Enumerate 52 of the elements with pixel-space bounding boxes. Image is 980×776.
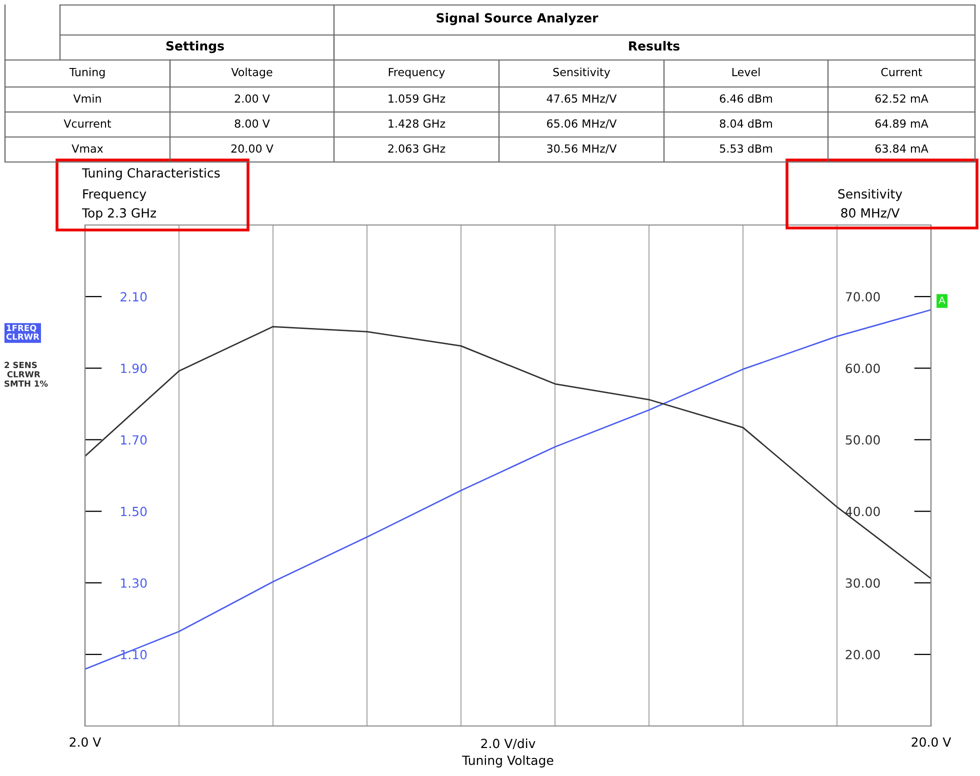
y-tick-label: 1.10 bbox=[121, 650, 147, 660]
line-series bbox=[85, 326, 931, 580]
x-tick-label: 20.0 V bbox=[912, 737, 952, 747]
text: Level bbox=[732, 68, 760, 76]
chart-title: Signal Source Analyzer bbox=[436, 12, 598, 26]
text: Current bbox=[881, 68, 922, 76]
text: 2 SENS CLRWR SMTH 1% bbox=[4, 362, 48, 387]
y2-tick-label: 70.00 bbox=[846, 292, 880, 302]
line-series bbox=[85, 309, 931, 670]
text: Top 2.3 GHz bbox=[82, 208, 156, 220]
text: Tuning Characteristics bbox=[82, 168, 220, 180]
text: 47.65 MHz/V bbox=[546, 94, 617, 104]
x-axis-title: 2.0 V/div Tuning Voltage bbox=[462, 738, 554, 768]
text: 6.46 dBm bbox=[720, 94, 772, 103]
text: Vmax bbox=[72, 144, 104, 153]
y2-tick-label: 20.00 bbox=[846, 650, 880, 660]
text: 1FREQ CLRWR bbox=[6, 324, 40, 340]
text: 2.00 V bbox=[234, 94, 270, 103]
text: Sensitivity bbox=[553, 68, 610, 78]
text: 65.06 MHz/V bbox=[547, 119, 617, 129]
text: 62.52 mA bbox=[875, 94, 928, 103]
text: A bbox=[938, 296, 946, 304]
x-tick-label: 2.0 V bbox=[70, 737, 102, 747]
y2-tick-label: 50.00 bbox=[846, 435, 880, 445]
y2-tick-label: 60.00 bbox=[846, 364, 880, 374]
y-tick-label: 1.50 bbox=[121, 506, 147, 516]
text: 20.00 V bbox=[231, 144, 274, 153]
text: 8.04 dBm bbox=[720, 119, 772, 128]
y2-axis-title: Sensitivity bbox=[838, 188, 902, 202]
text: Tuning bbox=[69, 68, 105, 78]
y2-tick-label: 40.00 bbox=[846, 506, 880, 516]
text: 1.428 GHz bbox=[388, 119, 446, 128]
y-axis-title: Frequency bbox=[83, 189, 146, 202]
text: Vcurrent bbox=[64, 119, 112, 128]
text: 5.53 dBm bbox=[720, 144, 772, 153]
text: 8.00 V bbox=[234, 119, 270, 128]
text: 30.56 MHz/V bbox=[547, 144, 617, 154]
text: 1.059 GHz bbox=[388, 94, 446, 103]
text: Settings bbox=[166, 40, 224, 54]
text: Vmin bbox=[73, 94, 101, 103]
text: Results bbox=[629, 40, 680, 51]
text: 64.89 mA bbox=[875, 119, 928, 128]
text: 63.84 mA bbox=[875, 144, 928, 153]
text: 80 MHz/V bbox=[841, 208, 900, 219]
y-tick-label: 1.90 bbox=[121, 364, 147, 374]
y2-tick-label: 30.00 bbox=[846, 578, 880, 588]
text: 2.063 GHz bbox=[388, 144, 446, 153]
y-tick-label: 2.10 bbox=[120, 292, 147, 302]
y-tick-label: 1.30 bbox=[121, 578, 147, 588]
text: Frequency bbox=[388, 68, 445, 78]
text: Voltage bbox=[231, 68, 272, 78]
y-tick-label: 1.70 bbox=[121, 435, 147, 445]
